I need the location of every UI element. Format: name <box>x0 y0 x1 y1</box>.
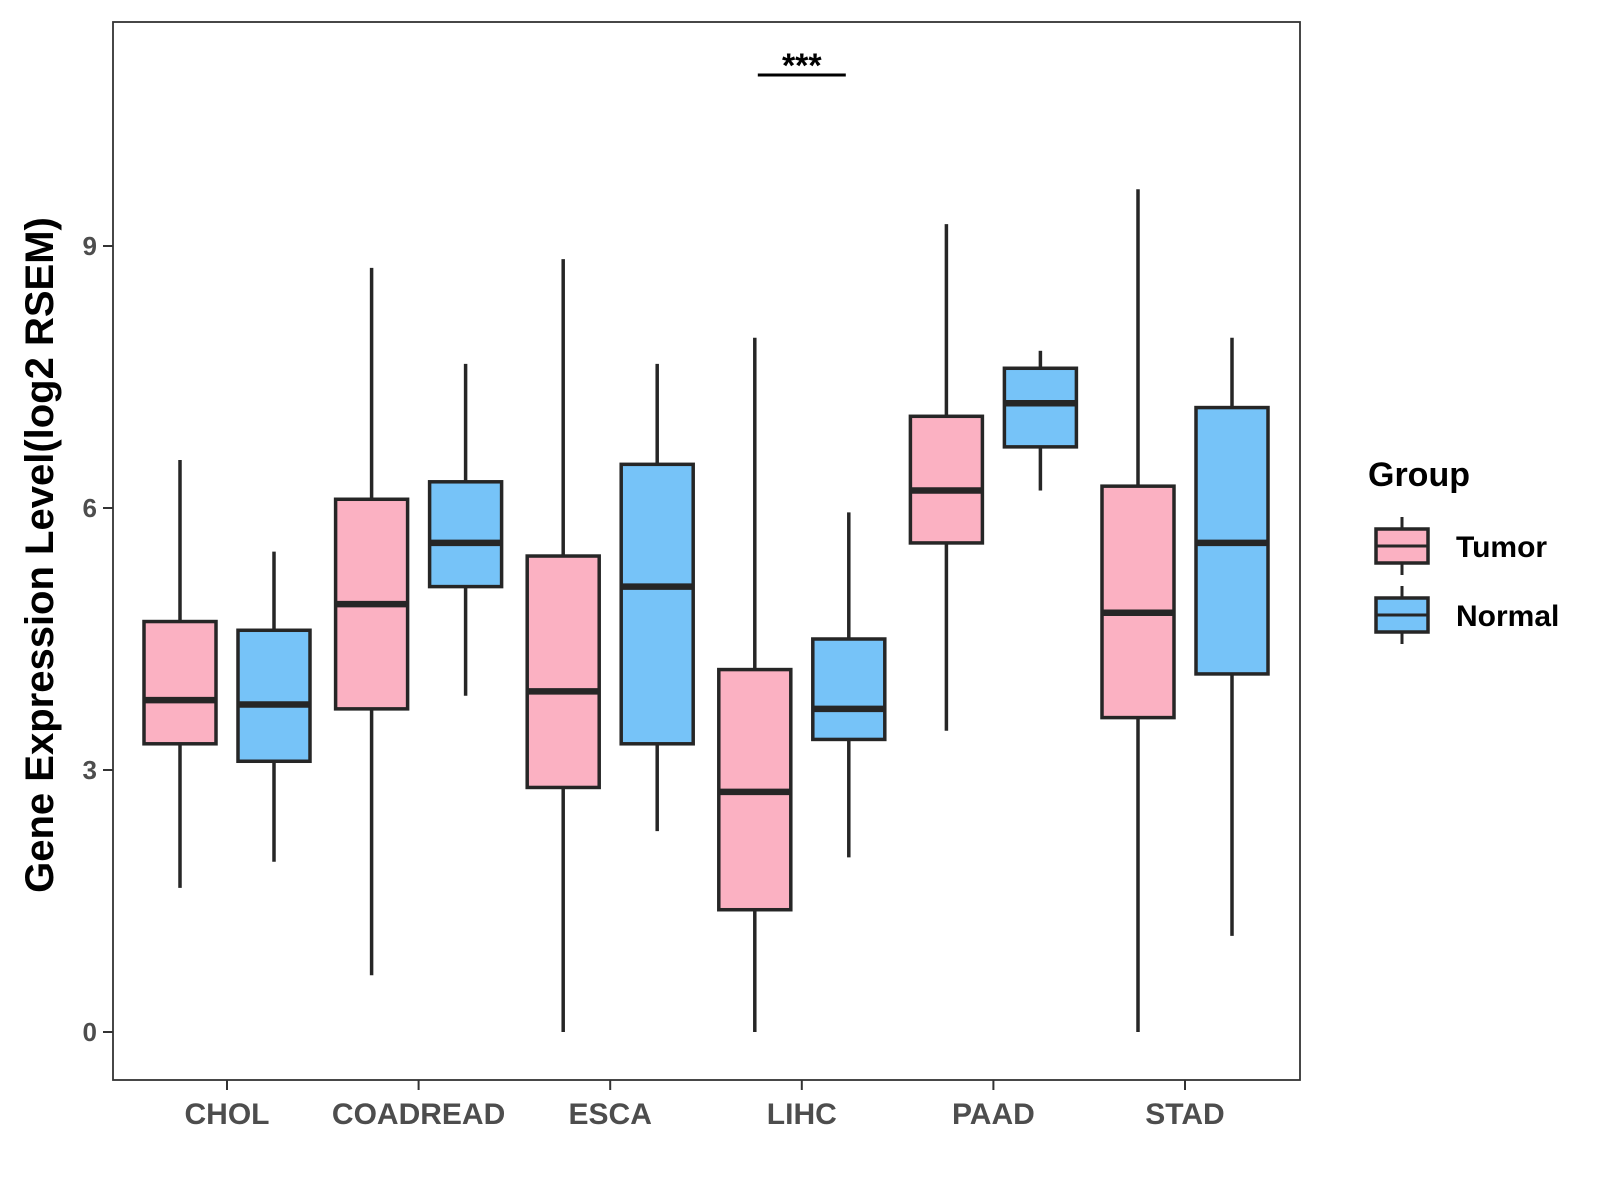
box-body <box>619 462 695 746</box>
x-tick-label: LIHC <box>767 1098 837 1131</box>
y-tick-label: 0 <box>83 1017 97 1047</box>
annotation-group: *** <box>757 47 846 85</box>
box-body <box>236 628 312 764</box>
box-tumor-coadread <box>333 267 410 976</box>
legend-item-normal: Normal <box>1374 586 1559 644</box>
box-body <box>908 414 985 545</box>
x-tick-label: STAD <box>1145 1098 1224 1131</box>
box-tumor-esca <box>525 259 601 1032</box>
box-tumor-stad <box>1100 189 1176 1032</box>
box-body <box>1100 484 1176 720</box>
box-normal-lihc <box>811 512 887 858</box>
legend-label: Tumor <box>1456 531 1547 564</box>
legend-label: Normal <box>1456 600 1559 633</box>
box-body <box>142 619 218 746</box>
legend: Group Tumor Normal <box>1368 456 1559 644</box>
legend-item-tumor: Tumor <box>1374 517 1547 575</box>
y-axis-title: Gene Expression Level(log2 RSEM) <box>18 217 62 893</box>
x-tick-label: PAAD <box>952 1098 1035 1131</box>
significance-label: *** <box>782 47 822 85</box>
box-body <box>1002 366 1079 449</box>
y-tick-label: 6 <box>83 493 97 523</box>
box-normal-esca <box>619 363 695 832</box>
box-body <box>427 480 504 589</box>
box-tumor-lihc <box>717 337 793 1032</box>
box-normal-coadread <box>427 363 504 696</box>
x-tick-label: ESCA <box>569 1098 652 1131</box>
box-tumor-chol <box>142 459 218 888</box>
box-tumor-paad <box>908 224 985 731</box>
box-body <box>811 637 887 742</box>
x-tick-label: COADREAD <box>332 1098 505 1131</box>
y-axis: 0 3 6 9 <box>83 231 113 1047</box>
x-axis: CHOL COADREAD ESCA LIHC PAAD STAD <box>185 1080 1225 1131</box>
box-normal-stad <box>1194 337 1270 936</box>
x-tick-label: CHOL <box>185 1098 270 1131</box>
box-normal-paad <box>1002 350 1079 491</box>
y-tick-label: 9 <box>83 231 97 261</box>
box-body <box>525 554 601 790</box>
y-tick-label: 3 <box>83 755 97 785</box>
box-group <box>142 189 1270 1032</box>
box-normal-chol <box>236 551 312 862</box>
legend-title: Group <box>1368 456 1470 494</box>
